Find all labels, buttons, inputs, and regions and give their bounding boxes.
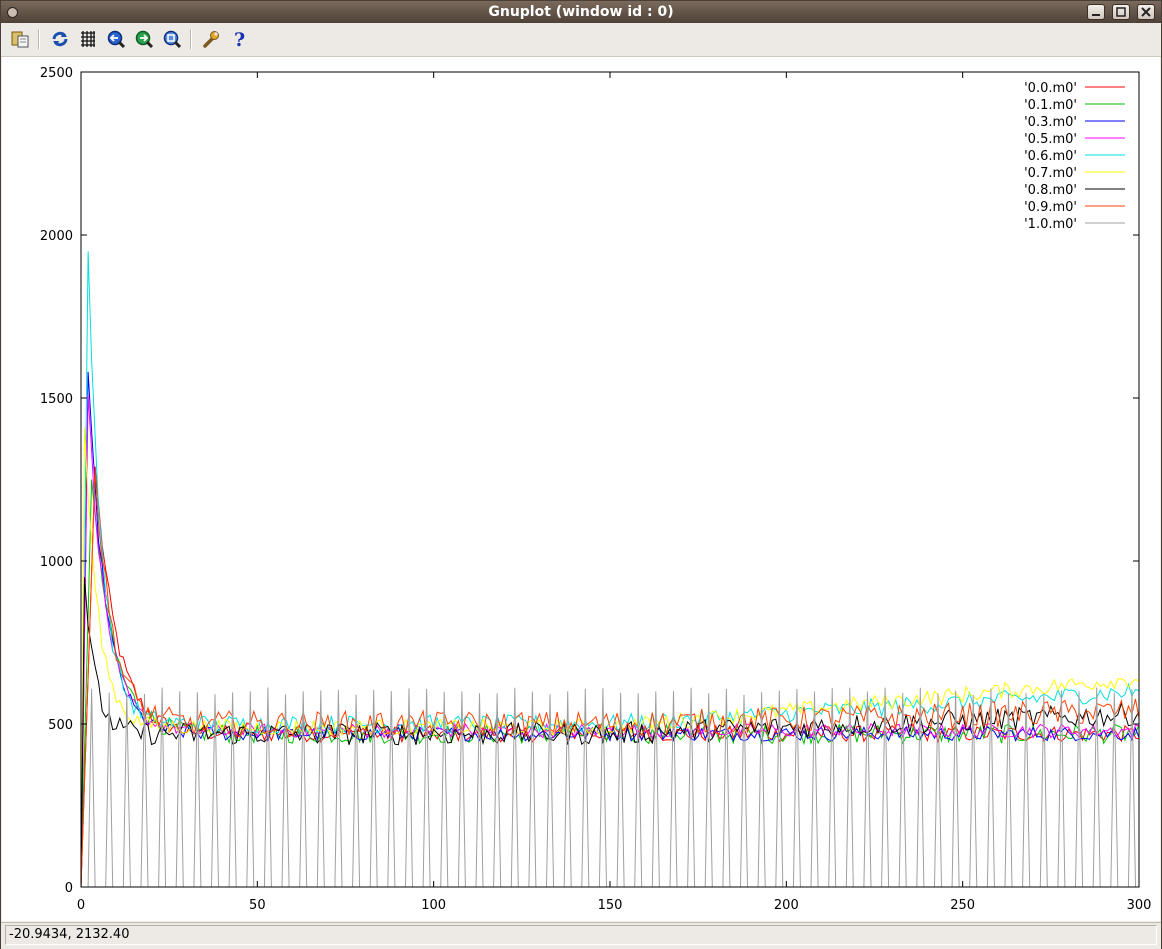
toolbar: ?	[1, 23, 1161, 57]
close-button[interactable]	[1137, 4, 1155, 20]
copy-to-clipboard-icon	[11, 31, 29, 48]
series-line	[80, 394, 1140, 888]
x-tick-label: 100	[421, 898, 446, 913]
legend-label: '0.7.m0'	[1024, 166, 1077, 181]
line-chart: 0 50 100 150 200 250 300 0 500 1000 1500 2000 2500 '0…	[40, 66, 1152, 913]
replot-button[interactable]	[50, 29, 70, 49]
series-line	[81, 687, 1139, 888]
legend-label: '0.6.m0'	[1024, 149, 1077, 164]
zoom-next-icon	[135, 30, 154, 49]
legend-label: '1.0.m0'	[1024, 217, 1077, 232]
y-tick-label: 2500	[40, 66, 73, 81]
copy-to-clipboard-button[interactable]	[10, 29, 30, 49]
series-line	[80, 469, 1140, 888]
plot-frame	[80, 71, 1140, 888]
series-line	[80, 577, 1140, 888]
legend-label: '0.0.m0'	[1024, 81, 1077, 96]
zoom-previous-icon	[107, 30, 126, 49]
autoscale-icon	[163, 30, 182, 49]
replot-icon	[52, 31, 68, 47]
series-line	[80, 466, 1140, 888]
coordinate-readout: -20.9434, 2132.40	[5, 925, 1157, 945]
close-icon	[1141, 7, 1151, 17]
x-tick-label: 50	[249, 898, 266, 913]
series-line	[80, 251, 1140, 888]
y-tick-label: 1500	[40, 392, 73, 407]
svg-text:?: ?	[234, 29, 245, 49]
x-tick-label: 200	[774, 898, 799, 913]
legend-label: '0.9.m0'	[1024, 200, 1077, 215]
series-line	[80, 371, 1140, 888]
legend-label: '0.1.m0'	[1024, 98, 1077, 113]
window-title: Gnuplot (window id : 0)	[488, 4, 674, 20]
plot-canvas[interactable]: 0 50 100 150 200 250 300 0 500 1000 1500 2000 2500 '0…	[2, 57, 1160, 921]
grid-button[interactable]	[78, 29, 98, 49]
toolbar-separator	[38, 29, 40, 49]
y-tick-label: 0	[65, 881, 73, 896]
help-button[interactable]: ?	[229, 29, 249, 51]
minimize-icon	[1092, 14, 1100, 16]
zoom-previous-button[interactable]	[106, 29, 126, 49]
y-tick-label: 1000	[40, 555, 73, 570]
legend-label: '0.5.m0'	[1024, 132, 1077, 147]
x-tick-label: 0	[77, 898, 85, 913]
maximize-icon	[1116, 7, 1126, 17]
grid-icon	[81, 31, 95, 47]
autoscale-button[interactable]	[162, 29, 182, 49]
x-tick-label: 300	[1127, 898, 1152, 913]
maximize-button[interactable]	[1112, 4, 1130, 20]
help-icon: ?	[234, 29, 245, 51]
legend-label: '0.3.m0'	[1024, 115, 1077, 130]
title-bar[interactable]: Gnuplot (window id : 0)	[1, 1, 1161, 23]
x-tick-label: 250	[950, 898, 975, 913]
status-bar: -20.9434, 2132.40	[1, 922, 1161, 949]
minimize-button[interactable]	[1087, 4, 1105, 20]
settings-button[interactable]	[201, 29, 221, 49]
zoom-next-button[interactable]	[134, 29, 154, 49]
settings-icon	[203, 31, 219, 48]
window-menu-icon[interactable]	[7, 7, 18, 18]
series-line	[80, 427, 1140, 888]
series-line	[80, 479, 1140, 888]
y-tick-label: 2000	[40, 229, 73, 244]
y-tick-label: 500	[48, 718, 73, 733]
x-tick-label: 150	[598, 898, 623, 913]
legend-label: '0.8.m0'	[1024, 183, 1077, 198]
toolbar-separator	[190, 29, 192, 49]
